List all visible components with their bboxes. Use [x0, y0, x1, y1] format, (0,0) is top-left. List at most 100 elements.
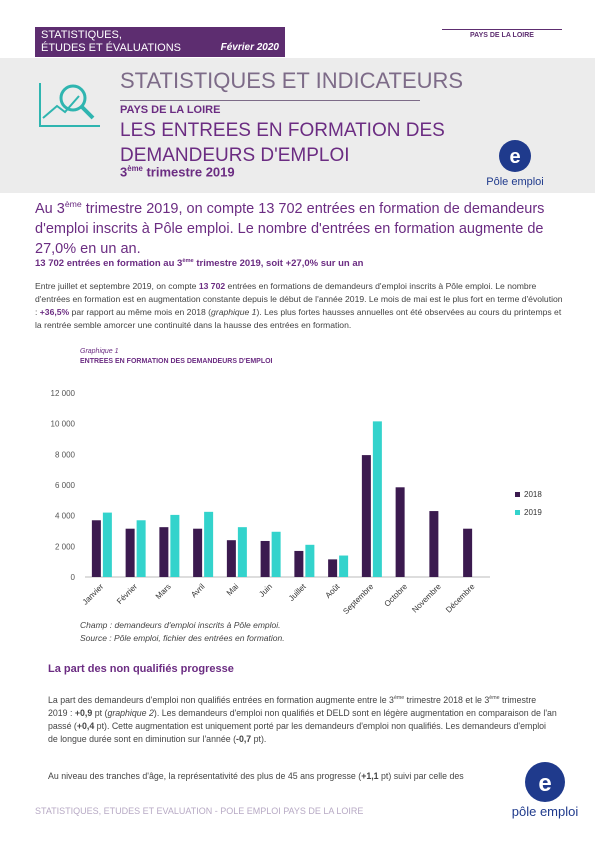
headline: LES ENTREES EN FORMATION DES DEMANDEURS …	[120, 118, 445, 168]
legend-swatch	[515, 510, 520, 515]
y-tick-label: 10 000	[51, 420, 76, 429]
banner-region: PAYS DE LA LOIRE	[120, 104, 221, 116]
text: ). Les demandeurs d'emploi non qualifiés…	[48, 707, 557, 731]
chart-title: ENTREES EN FORMATION DES DEMANDEURS D'EM…	[80, 358, 273, 365]
italic: graphique 1	[211, 307, 257, 317]
header-box: STATISTIQUES, ÉTUDES ET ÉVALUATIONS Févr…	[35, 27, 285, 57]
headline-line: LES ENTREES EN FORMATION DES	[120, 120, 445, 141]
bold: -0,7	[236, 733, 252, 744]
y-tick-label: 2 000	[55, 542, 76, 551]
bar	[429, 511, 439, 577]
paragraph: Entre juillet et septembre 2019, on comp…	[35, 280, 563, 332]
text: pt) suivi par celle des	[378, 771, 464, 781]
text: pt).	[251, 733, 267, 744]
bar	[294, 550, 304, 577]
text: ). Les plus fortes hausses annuelles ont…	[35, 307, 562, 330]
headline-line: DEMANDEURS D'EMPLOI	[120, 145, 350, 166]
text: Entre juillet et septembre 2019, on comp…	[35, 281, 199, 291]
bar	[102, 512, 112, 577]
banner-rule	[120, 100, 420, 101]
x-tick-label: Septembre	[341, 582, 375, 616]
bar	[271, 531, 281, 577]
icon	[39, 83, 100, 127]
header-date: Février 2020	[220, 42, 279, 53]
text: trimestre 2019, soit +27,0% sur un an	[193, 258, 364, 270]
sup: ème	[64, 199, 82, 209]
text: 3	[120, 164, 128, 180]
header-rule	[442, 29, 562, 30]
legend-label: 2018	[524, 490, 542, 499]
header-region: PAYS DE LA LOIRE	[470, 32, 534, 39]
y-tick-label: 12 000	[51, 389, 76, 398]
italic: graphique 2	[107, 707, 154, 718]
x-tick-label: Février	[115, 582, 139, 606]
y-tick-label: 4 000	[55, 512, 76, 521]
bar	[237, 527, 247, 577]
paragraph: Au niveau des tranches d'âge, la représe…	[48, 770, 518, 783]
sup: ème	[182, 258, 194, 264]
text: Au 3	[35, 200, 65, 217]
logo-text: pôle emploi	[512, 804, 579, 819]
series-name: STATISTIQUES, ÉTUDES ET ÉVALUATIONS	[41, 29, 181, 55]
legend-label: 2019	[524, 508, 542, 517]
text: entrées en formations de demandeurs d'em…	[35, 281, 563, 317]
section-heading: La part des non qualifiés progresse	[48, 663, 234, 675]
x-tick-label: Novembre	[410, 582, 443, 615]
section-heading: 13 702 entrées en formation au 3ème trim…	[35, 258, 363, 269]
series-line: STATISTIQUES,	[41, 29, 122, 41]
bold: +1,1	[361, 771, 379, 781]
sup: ème	[489, 695, 500, 701]
x-tick-label: Août	[324, 582, 343, 601]
text: par rapport au même mois en 2018 (	[69, 307, 212, 317]
chart-caption: Graphique 1	[80, 348, 119, 355]
logo-text: Pôle emploi	[486, 176, 543, 188]
x-tick-label: Juin	[257, 582, 274, 599]
bar	[159, 527, 169, 577]
footer-text: STATISTIQUES, ETUDES ET EVALUATION - POL…	[35, 806, 364, 816]
bar	[204, 511, 214, 577]
text: Au niveau des tranches d'âge, la représe…	[48, 771, 362, 781]
bold: +0,4	[76, 720, 95, 731]
bar	[328, 559, 338, 577]
x-tick-label: Décembre	[444, 582, 477, 615]
sup: ème	[393, 695, 405, 701]
bar	[463, 528, 473, 577]
bar	[170, 514, 180, 577]
banner-title: STATISTIQUES ET INDICATEURS	[120, 68, 464, 93]
y-tick-label: 0	[71, 573, 76, 582]
bar	[305, 544, 315, 577]
bar	[136, 520, 146, 577]
bold: +36,5%	[39, 307, 70, 317]
bar	[91, 520, 101, 577]
text: La part des demandeurs d'emploi non qual…	[48, 694, 394, 705]
text: trimestre 2019	[142, 164, 235, 180]
bar	[395, 487, 405, 577]
y-tick-label: 6 000	[55, 481, 76, 490]
x-tick-label: Janvier	[81, 582, 106, 607]
x-tick-label: Mai	[225, 582, 241, 598]
bar	[260, 540, 270, 577]
chart-note: Champ : demandeurs d'emploi inscrits à P…	[80, 620, 281, 630]
period: 3ème trimestre 2019	[120, 164, 235, 179]
bold: 13 702	[198, 281, 226, 291]
text: trimestre 2018 et le 3	[404, 694, 490, 705]
logo: e Pôle emploi	[486, 140, 544, 188]
text: pt (	[92, 707, 108, 718]
chart-source: Source : Pôle emploi, fichier des entrée…	[80, 633, 285, 643]
x-tick-label: Octobre	[383, 582, 410, 609]
text: trimestre 2019 :	[48, 694, 537, 718]
text: pt). Cette augmentation est uniquement p…	[48, 720, 547, 744]
x-tick-label: Juillet	[287, 582, 308, 603]
text: trimestre 2019, on compte 13 702 entrées…	[35, 200, 545, 257]
y-tick-label: 8 000	[55, 450, 76, 459]
bold: +0,9	[74, 707, 93, 718]
footer-logo: e pôle emploi	[512, 762, 579, 819]
bar	[226, 540, 236, 577]
bar	[125, 528, 135, 577]
bar	[339, 555, 349, 577]
x-tick-label: Avril	[189, 582, 206, 599]
x-tick-label: Mars	[154, 582, 173, 601]
text: 13 702 entrées en formation au 3	[35, 258, 183, 270]
legend-swatch	[515, 492, 520, 497]
paragraph: La part des demandeurs d'emploi non qual…	[48, 692, 558, 746]
